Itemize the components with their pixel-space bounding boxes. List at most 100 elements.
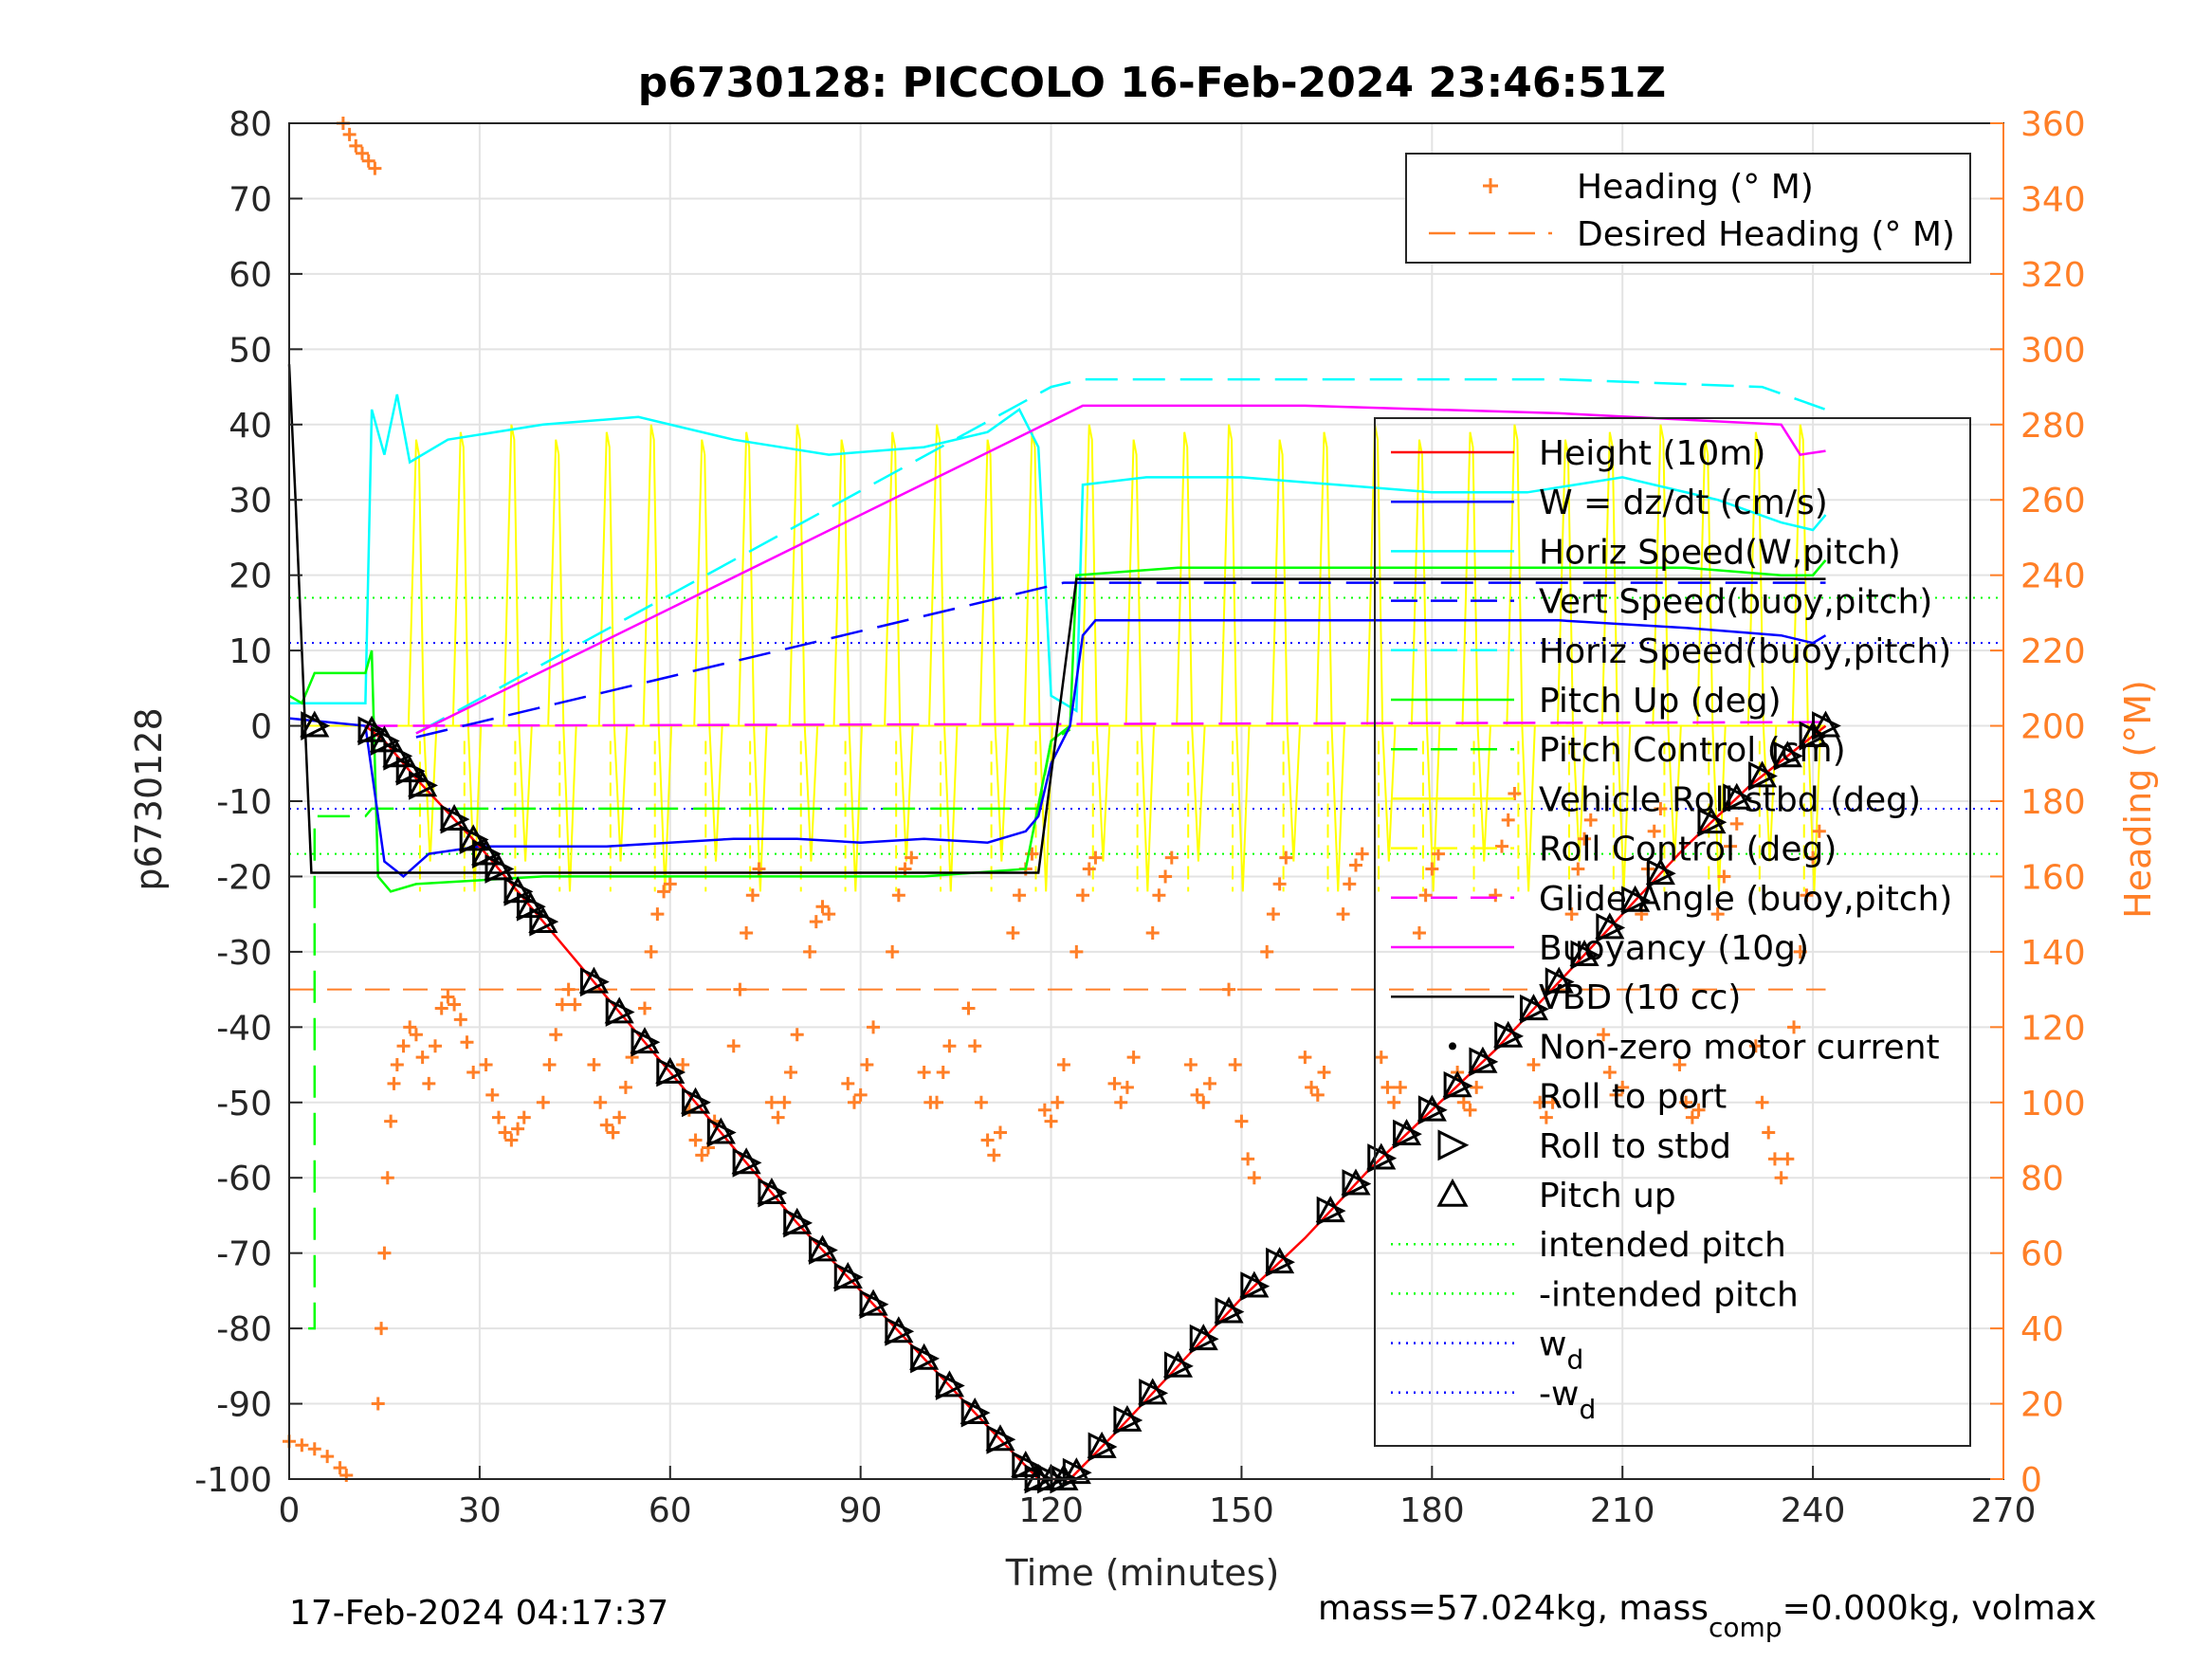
heading-point [1717,869,1731,884]
heading-point [1120,1080,1134,1094]
heading-point [333,1461,347,1475]
legend-main-entry-14-swatch [1437,1129,1470,1161]
heading-point [688,1133,703,1147]
heading-point [453,1013,467,1027]
heading-point [1578,832,1592,846]
heading-point [434,1001,448,1015]
pitch-up-marker [1315,1196,1345,1223]
heading-point [356,146,370,160]
legend-heading: Heading (° M) Desired Heading (° M) [1405,153,1971,264]
legend-top-box [1405,153,1971,264]
pitch-up-marker [1772,740,1802,768]
heading-point [905,850,919,865]
roll-spike [927,424,959,892]
heading-point [1152,888,1166,903]
heading-point [1533,1095,1547,1109]
pitch-up-marker [630,1027,660,1054]
y-tick-label-right: 200 [2020,708,2086,747]
heading-point [536,1095,550,1109]
y-tick-label-left: 80 [229,105,272,144]
heading-point [1310,1087,1325,1102]
footer-mass-part2: =0.000kg, volmax [1782,1589,2097,1628]
pitch-up-marker [1112,1404,1143,1432]
pitch-up-marker [1188,1324,1218,1351]
heading-point [1317,1066,1331,1079]
roll-marker [1443,1070,1473,1101]
legend-main-entry-13-label: Roll to port [1539,1078,1727,1117]
heading-point [485,1087,500,1102]
heading-point [361,154,375,168]
pitch-up-marker [681,1087,711,1114]
heading-point [1260,944,1274,959]
legend-main-entry-15-swatch [1436,1178,1469,1207]
heading-point [561,982,576,996]
heading-point [587,1058,601,1072]
roll-marker [1113,1405,1143,1435]
pitch-up-marker [1214,1296,1244,1324]
y-tick-label-left: -40 [216,1009,272,1048]
pitch-up-marker [1239,1270,1270,1298]
heading-point [1387,1095,1401,1109]
heading-point [1069,944,1084,959]
roll-marker [783,1208,814,1238]
x-tick-label: 270 [1971,1491,2037,1530]
heading-point [740,926,754,941]
roll-marker [1266,1247,1295,1277]
roll-marker [758,1178,788,1208]
y-tick-label-left: -70 [216,1235,272,1274]
heading-point [448,997,462,1012]
y-tick-label-left: -60 [216,1160,272,1198]
heading-point [1037,1103,1051,1117]
pitch-up-marker [934,1370,964,1398]
roll-marker [529,906,559,937]
heading-point [644,944,658,959]
heading-point [1234,1114,1249,1128]
heading-point [930,1095,944,1109]
heading-point [974,1095,988,1109]
heading-point [745,888,759,903]
pitch-up-marker [1645,858,1675,886]
roll-spike [1220,424,1251,892]
heading-point [1298,1051,1312,1065]
pitch-up-marker [705,1117,736,1144]
pitch-up-marker [1518,994,1549,1021]
heading-point [606,1125,620,1140]
roll-marker [656,1057,686,1087]
heading-point [1228,1058,1242,1072]
roll-marker [910,1343,940,1374]
heading-point [968,1039,982,1053]
roll-spike [738,431,768,892]
pitch-up-marker [1569,939,1600,966]
heading-point [1494,839,1508,853]
heading-point [1755,1095,1769,1109]
heading-point [415,1051,430,1065]
heading-point [594,1095,608,1109]
heading-point [1812,824,1826,838]
y-tick-label-left: -10 [216,783,272,822]
roll-marker [1596,913,1626,942]
roll-series [289,424,1826,892]
y-tick-label-right: 0 [2020,1461,2042,1500]
heading-point [387,1076,401,1090]
heading-point [777,1095,792,1109]
legend-main-entry-3-label: Vert Speed(buoy,pitch) [1539,583,1932,622]
heading-point [1044,1114,1058,1128]
roll-marker [1189,1324,1219,1354]
pitch-up-marker [655,1056,686,1084]
y-tick-label-right: 140 [2020,934,2086,973]
roll-marker [1342,1169,1372,1199]
roll-marker [1748,761,1778,791]
heading-point [1418,888,1433,903]
pitch-up-marker [1049,1463,1079,1490]
heading-point [409,1028,423,1042]
heading-point [637,1001,651,1015]
roll-spike [1461,431,1491,862]
heading-point [1393,1080,1407,1094]
pitch-up-marker [858,1288,888,1316]
heading-point [396,1039,411,1053]
y-tick-label-right: 320 [2020,256,2086,295]
pitch-up-marker [1493,1020,1524,1048]
heading-point [1164,850,1179,865]
roll-spike [1315,431,1345,892]
pitch-up-marker [782,1207,813,1234]
